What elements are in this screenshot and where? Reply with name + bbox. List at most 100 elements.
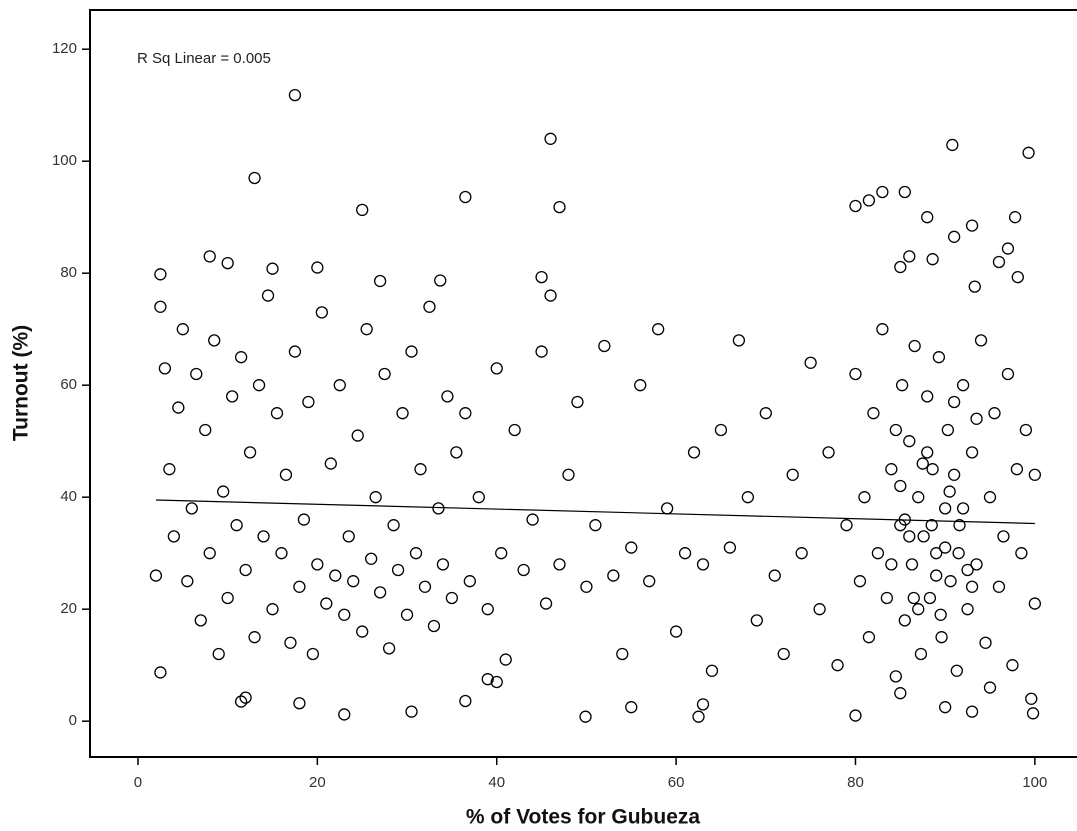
x-tick-label: 20 <box>309 774 326 791</box>
point <box>297 513 311 526</box>
y-tick-label: 80 <box>60 264 77 281</box>
point <box>217 485 230 498</box>
point <box>876 185 889 199</box>
point <box>212 647 225 661</box>
x-tick-label: 40 <box>488 774 505 791</box>
point <box>288 88 302 102</box>
point <box>203 547 216 560</box>
point <box>921 446 934 459</box>
point <box>696 558 710 571</box>
point <box>208 334 221 347</box>
point <box>687 446 701 459</box>
point <box>795 547 808 560</box>
point <box>903 530 916 543</box>
point <box>935 631 948 644</box>
point <box>203 250 216 263</box>
point <box>167 530 181 543</box>
point <box>405 705 418 718</box>
point <box>907 591 920 605</box>
point <box>450 446 463 459</box>
point <box>508 423 521 437</box>
point <box>154 268 167 281</box>
point <box>652 323 665 336</box>
point <box>885 558 898 571</box>
point <box>356 625 369 638</box>
point <box>176 323 189 336</box>
x-axis-title: % of Votes for Gubueza <box>466 806 700 829</box>
point <box>391 563 405 577</box>
point <box>894 260 907 274</box>
point <box>925 519 938 532</box>
point <box>185 502 198 515</box>
point <box>163 463 176 476</box>
point <box>248 171 261 185</box>
point <box>248 631 261 644</box>
point <box>822 446 835 459</box>
point <box>858 491 871 504</box>
point <box>405 345 418 358</box>
point <box>158 362 172 375</box>
point <box>961 563 974 577</box>
point <box>481 673 494 686</box>
point <box>947 468 961 481</box>
point <box>849 199 862 213</box>
point <box>434 274 447 287</box>
point <box>459 407 472 420</box>
point <box>732 334 746 347</box>
point <box>723 541 737 554</box>
point <box>941 423 955 437</box>
point <box>947 395 961 409</box>
point <box>154 666 167 679</box>
point <box>678 547 692 560</box>
point <box>912 491 925 504</box>
point <box>1028 468 1041 481</box>
y-tick-label: 120 <box>52 40 77 57</box>
point <box>481 603 494 616</box>
y-tick-label: 0 <box>69 712 77 729</box>
point <box>270 407 284 420</box>
point <box>315 306 328 319</box>
point <box>921 211 934 224</box>
point <box>221 256 234 270</box>
point <box>849 709 862 722</box>
point <box>459 190 472 204</box>
point <box>840 519 853 532</box>
point <box>944 575 957 588</box>
point <box>571 395 584 409</box>
point <box>293 580 306 593</box>
point <box>1001 242 1015 255</box>
point <box>589 519 602 532</box>
point <box>921 390 934 403</box>
point <box>813 603 826 616</box>
point <box>894 687 907 700</box>
point <box>952 547 965 560</box>
point <box>905 558 919 571</box>
point <box>625 701 638 714</box>
y-tick-label: 60 <box>60 376 77 393</box>
point <box>912 603 925 616</box>
point <box>378 367 391 381</box>
point <box>580 580 593 593</box>
point <box>953 519 966 532</box>
y-tick-label: 40 <box>60 488 77 505</box>
point <box>961 603 974 616</box>
point <box>1025 692 1038 705</box>
x-tick-label: 80 <box>847 774 864 791</box>
point <box>898 614 911 627</box>
y-tick-label: 100 <box>52 152 77 169</box>
point <box>553 558 566 571</box>
point <box>266 262 279 275</box>
point <box>804 356 817 369</box>
point <box>871 547 885 560</box>
point <box>930 569 943 582</box>
point <box>226 390 239 403</box>
point <box>400 608 414 621</box>
point <box>154 300 167 313</box>
point <box>338 708 351 721</box>
point <box>252 379 266 392</box>
point <box>239 563 252 577</box>
point <box>459 694 472 708</box>
point <box>382 642 396 655</box>
point <box>908 339 921 353</box>
